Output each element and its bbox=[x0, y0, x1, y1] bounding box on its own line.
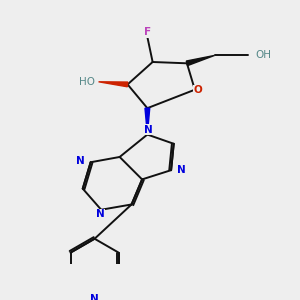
Text: N: N bbox=[177, 165, 186, 175]
Polygon shape bbox=[99, 82, 128, 87]
Text: F: F bbox=[144, 27, 151, 37]
Text: N: N bbox=[90, 294, 99, 300]
Text: N: N bbox=[95, 209, 104, 220]
Polygon shape bbox=[186, 56, 214, 66]
Text: HO: HO bbox=[79, 77, 94, 87]
Text: O: O bbox=[194, 85, 202, 95]
Text: N: N bbox=[76, 156, 85, 166]
Text: OH: OH bbox=[256, 50, 272, 60]
Polygon shape bbox=[145, 108, 150, 134]
Text: N: N bbox=[143, 125, 152, 135]
